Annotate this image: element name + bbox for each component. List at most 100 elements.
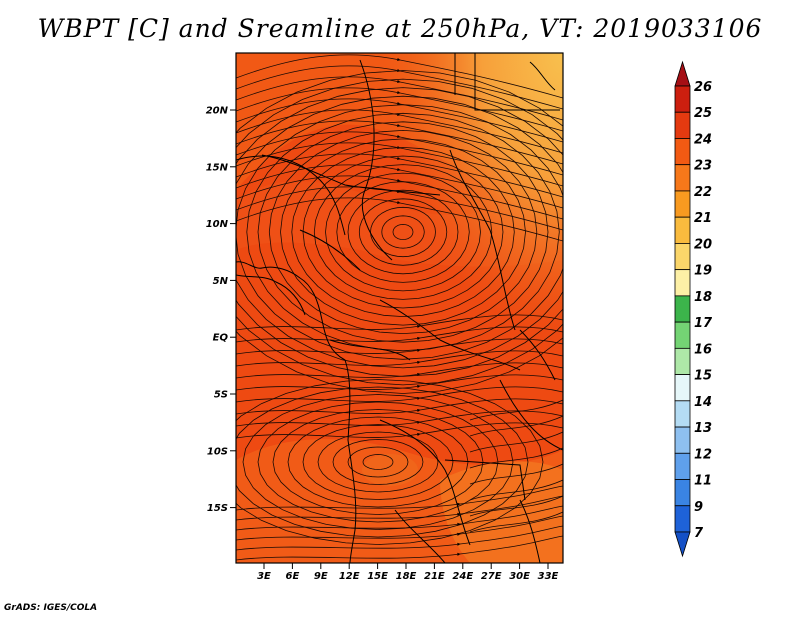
lat-tick-label: 20N: [206, 106, 229, 117]
streamline: [236, 362, 563, 379]
streamline: [236, 54, 563, 99]
streamline: [236, 314, 563, 331]
lon-tick-label: 15E: [367, 571, 388, 582]
colorbar-label: 19: [694, 264, 712, 279]
streamline: [280, 138, 526, 326]
streamline: [236, 350, 563, 367]
streamline: [236, 515, 563, 541]
colorbar-label: 16: [694, 342, 712, 357]
colorbar-label: 25: [694, 106, 712, 121]
streamline: [236, 495, 563, 521]
streamline: [236, 338, 563, 355]
colorbar-segment: [674, 190, 691, 218]
colorbar-segment: [674, 374, 691, 402]
lat-tick-label: 15N: [206, 162, 229, 173]
colorbar-label: 13: [694, 421, 712, 436]
colorbar-segment: [674, 426, 691, 454]
colorbar-label: 9: [694, 500, 703, 515]
streamline: [381, 215, 425, 249]
lon-tick-label: 9E: [314, 571, 328, 582]
streamline: [347, 189, 459, 275]
streamline: [236, 78, 563, 386]
colorbar-label: 22: [694, 185, 712, 200]
streamline: [236, 87, 563, 377]
streamline: [392, 223, 414, 241]
lon-tick-label: 27E: [481, 571, 502, 582]
streamline: [469, 479, 563, 501]
streamline: [291, 146, 515, 318]
streamline: [246, 112, 560, 352]
colorbar-segment: [674, 269, 691, 297]
lon-tick-label: 3E: [257, 571, 271, 582]
colorbar-segment: [674, 505, 691, 533]
lon-tick-label: 18E: [396, 571, 417, 582]
lon-tick-label: 24E: [452, 571, 473, 582]
lon-tick-label: 33E: [538, 571, 559, 582]
streamline: [257, 401, 499, 523]
colorbar-segment: [674, 164, 691, 192]
streamline: [236, 186, 563, 231]
colorbar-segment: [674, 479, 691, 507]
credit-label: GrADS: IGES/COLA: [4, 603, 98, 613]
streamline: [236, 87, 563, 132]
streamline: [236, 104, 563, 360]
streamline: [347, 446, 409, 478]
streamline: [332, 439, 424, 485]
streamline: [362, 454, 394, 470]
streamline: [236, 164, 563, 209]
streamline: [236, 70, 563, 394]
streamline: [236, 374, 563, 391]
colorbar-segment: [674, 452, 691, 480]
colorbar-segment: [674, 400, 691, 428]
colorbar-label: 7: [694, 526, 704, 541]
streamline: [469, 463, 563, 485]
streamline: [236, 422, 563, 439]
lon-tick-label: 30E: [509, 571, 530, 582]
colorbar-segment: [674, 321, 691, 349]
colorbar-label: 21: [694, 211, 712, 226]
streamline: [469, 447, 563, 469]
longitude-axis: 3E 6E 9E 12E 15E 18E 21E 24E 27E 30E 33E: [257, 563, 559, 582]
streamline: [287, 416, 469, 508]
streamline: [236, 197, 563, 242]
streamline: [302, 424, 454, 500]
streamline: [469, 431, 563, 453]
streamline: [469, 511, 563, 533]
streamline: [236, 505, 563, 531]
streamline: [469, 495, 563, 517]
colorbar-segment: [674, 295, 691, 323]
streamline: [236, 326, 563, 343]
colorbar-label: 17: [694, 316, 713, 331]
map-title: WBPT [C] and Sreamline at 250hPa, VT: 20…: [37, 14, 763, 43]
colorbar-segment: [674, 85, 691, 113]
streamline: [469, 415, 563, 437]
streamline: [236, 95, 563, 369]
streamline: [236, 485, 563, 511]
streamline: [272, 409, 484, 515]
lon-tick-label: 21E: [424, 571, 445, 582]
streamline: [257, 121, 549, 343]
streamline: [469, 399, 563, 421]
streamline: [313, 164, 493, 300]
streamline: [236, 120, 563, 165]
streamline: [268, 129, 538, 335]
colorbar-label: 14: [694, 395, 712, 410]
streamline: [358, 198, 448, 266]
streamline: [302, 155, 504, 309]
lat-tick-label: EQ: [213, 333, 229, 344]
streamlines: [236, 54, 563, 561]
colorbar-label: 24: [694, 132, 712, 147]
lon-tick-label: 12E: [339, 571, 360, 582]
colorbar-segment: [674, 216, 691, 244]
lat-tick-label: 15S: [207, 503, 228, 514]
latitude-axis: 20N 15N 10N 5N EQ 5S 10S 15S: [206, 106, 236, 514]
colorbar-label: 20: [694, 237, 712, 252]
colorbar-label: 26: [694, 80, 712, 95]
colorbar: 26 25 24 23 22 21 20 19 18 17 16 15 14 13 12 11 9 7: [674, 60, 713, 558]
streamline: [236, 76, 563, 121]
colorbar-segment: [674, 138, 691, 166]
colorbar-lower-arrow: [674, 531, 691, 558]
lat-tick-label: 10N: [206, 219, 229, 230]
streamline: [236, 525, 563, 551]
